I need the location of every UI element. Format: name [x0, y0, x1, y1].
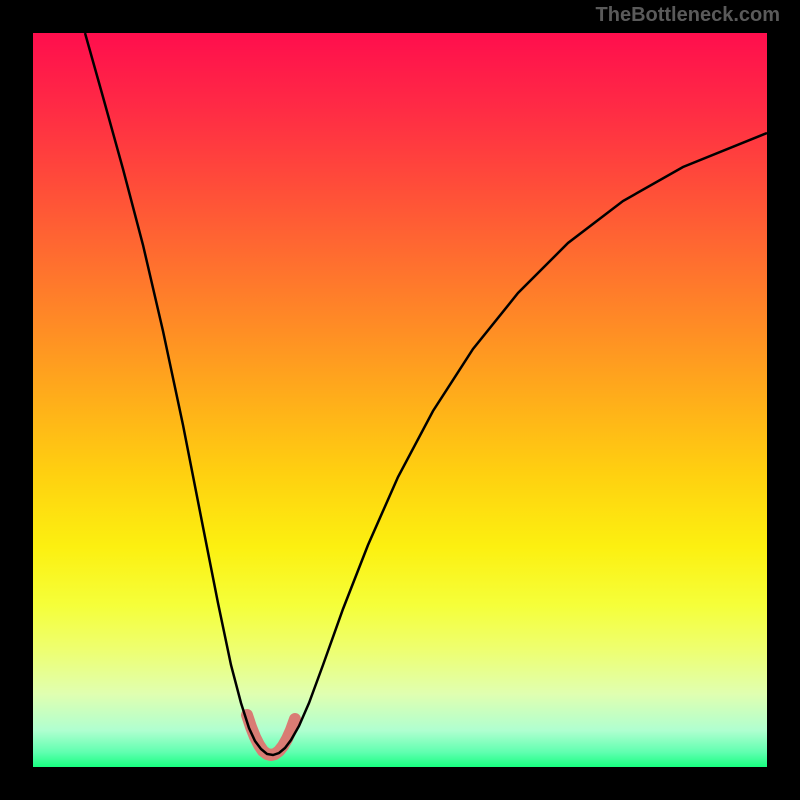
curve-layer: [33, 33, 767, 767]
chart-container: TheBottleneck.com: [0, 0, 800, 800]
plot-area: [33, 33, 767, 767]
main-curve: [85, 33, 767, 755]
watermark-text: TheBottleneck.com: [596, 4, 780, 27]
marker-curve: [247, 715, 295, 755]
